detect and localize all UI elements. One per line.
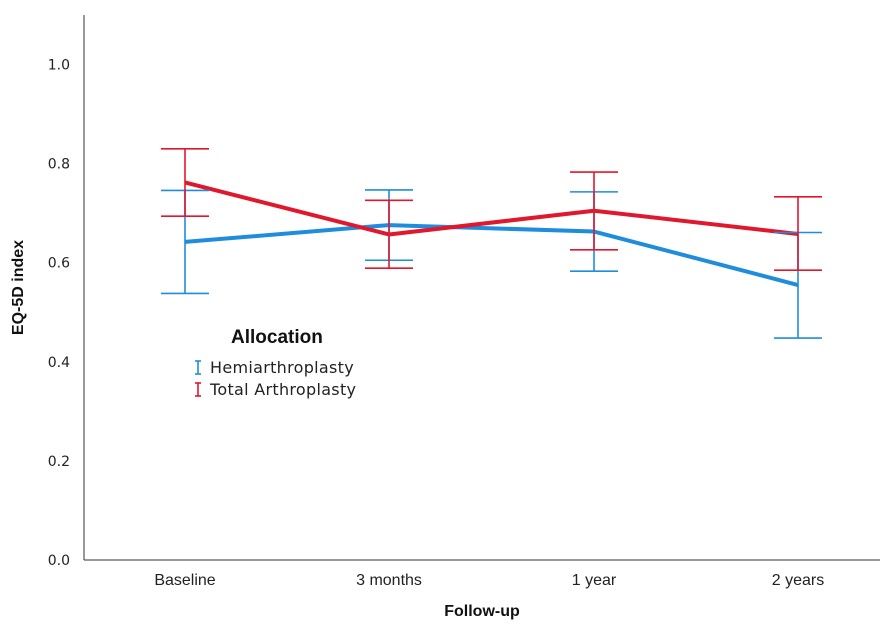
y-tick-label: 0.2 [48, 454, 70, 470]
y-tick-label: 0.0 [48, 553, 70, 569]
y-tick-label: 0.8 [48, 157, 70, 173]
legend-item: Total Arthroplasty [195, 380, 356, 399]
legend-title: Allocation [231, 327, 323, 348]
error-bars [161, 147, 822, 339]
x-axis-title: Follow-up [444, 603, 520, 620]
legend: Allocation Hemiarthroplasty Total Arthrop… [195, 327, 356, 399]
legend-items: Hemiarthroplasty Total Arthroplasty [195, 358, 356, 399]
error-bar-group [161, 147, 822, 271]
x-tick-label: 3 months [356, 572, 422, 589]
y-tick-label: 1.0 [48, 58, 70, 74]
y-tick-label: 0.6 [48, 256, 70, 272]
series-line [184, 223, 799, 287]
y-axis-ticks: 0.0 0.2 0.4 0.6 0.8 1.0 [48, 58, 70, 569]
series-lines [184, 180, 799, 287]
legend-label: Total Arthroplasty [209, 380, 356, 399]
series-line [184, 180, 799, 237]
legend-label: Hemiarthroplasty [210, 358, 354, 377]
x-tick-label: 2 years [772, 572, 824, 589]
x-tick-label: Baseline [154, 572, 215, 589]
x-tick-label: 1 year [572, 572, 617, 589]
axes [83, 15, 880, 561]
y-axis-title: EQ-5D index [10, 240, 27, 335]
x-axis-ticks: Baseline 3 months 1 year 2 years [154, 572, 824, 589]
legend-item: Hemiarthroplasty [195, 358, 354, 377]
y-tick-label: 0.4 [48, 355, 70, 371]
